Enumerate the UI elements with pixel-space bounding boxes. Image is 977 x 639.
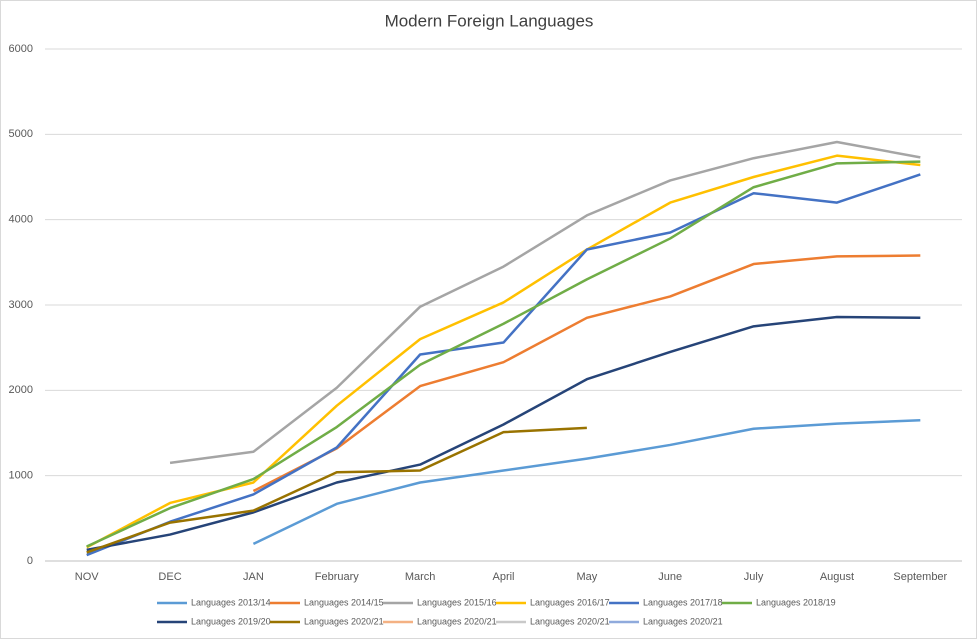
x-tick-label: May (576, 571, 597, 583)
y-tick-label: 6000 (9, 43, 33, 55)
legend-label: Languages 2013/14 (191, 597, 271, 607)
legend-label: Languages 2020/21 (417, 616, 497, 626)
series-line (252, 418, 921, 546)
series-line (86, 315, 921, 552)
y-tick-label: 4000 (9, 214, 33, 226)
legend-label: Languages 2017/18 (643, 597, 723, 607)
x-tick-label: DEC (158, 571, 181, 583)
y-tick-label: 5000 (9, 128, 33, 140)
series-line (169, 140, 921, 465)
legend-label: Languages 2018/19 (756, 597, 836, 607)
legend-label: Languages 2016/17 (530, 597, 610, 607)
x-tick-label: NOV (75, 571, 100, 583)
legend-label: Languages 2020/21 (304, 616, 384, 626)
x-tick-label: July (744, 571, 764, 583)
series-line (86, 426, 587, 554)
series-line (86, 160, 921, 548)
y-tick-label: 2000 (9, 384, 33, 396)
y-tick-label: 0 (27, 555, 33, 567)
x-tick-label: June (658, 571, 682, 583)
chart-title: Modern Foreign Languages (385, 11, 594, 30)
legend-label: Languages 2015/16 (417, 597, 497, 607)
x-tick-label: March (405, 571, 436, 583)
y-tick-label: 3000 (9, 299, 33, 311)
x-tick-label: February (315, 571, 360, 583)
legend-label: Languages 2014/15 (304, 597, 384, 607)
y-tick-label: 1000 (9, 470, 33, 482)
x-tick-label: JAN (243, 571, 264, 583)
legend-label: Languages 2020/21 (643, 616, 723, 626)
x-tick-label: August (820, 571, 854, 583)
legend-label: Languages 2019/20 (191, 616, 271, 626)
x-tick-label: September (893, 571, 947, 583)
x-tick-label: April (492, 571, 514, 583)
series-line (86, 173, 921, 557)
legend-label: Languages 2020/21 (530, 616, 610, 626)
series-line (252, 254, 921, 493)
